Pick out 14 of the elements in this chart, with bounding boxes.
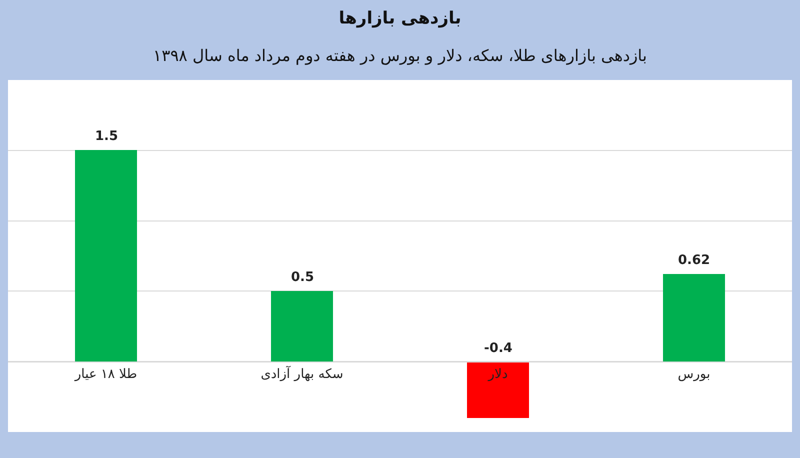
- bar: [467, 362, 529, 418]
- data-label: 1.5: [95, 129, 118, 144]
- data-label: 0.5: [291, 270, 314, 285]
- bar: [75, 150, 137, 362]
- x-tick-label: بورس: [678, 367, 710, 382]
- x-tick-label: سکه بهار آزادی: [260, 365, 344, 382]
- x-tick-label: دلار: [487, 367, 508, 382]
- bar: [663, 274, 725, 362]
- data-label: -0.4: [484, 341, 512, 356]
- data-label: 0.62: [678, 253, 710, 268]
- chart-title: بازدهی بازارها: [338, 8, 462, 28]
- chart-subtitle: بازدهی بازارهای طلا، سکه، دلار و بورس در هفته دوم مرداد ماه سال ۱۳۹۸: [153, 46, 647, 65]
- bar: [271, 291, 333, 362]
- x-tick-label: طلا ۱۸ عیار: [74, 367, 138, 382]
